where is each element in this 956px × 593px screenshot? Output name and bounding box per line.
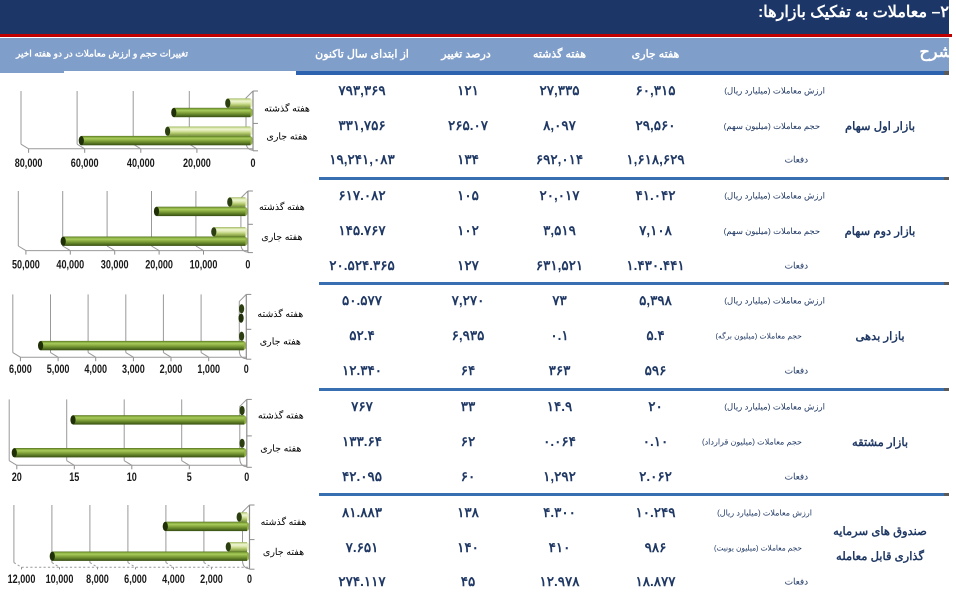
svg-text:2,000: 2,000 xyxy=(200,572,223,586)
svg-text:20,000: 20,000 xyxy=(145,257,173,271)
svg-text:1,000: 1,000 xyxy=(197,362,220,376)
svg-text:10,000: 10,000 xyxy=(190,257,218,271)
svg-text:هفته گذشته: هفته گذشته xyxy=(257,308,303,320)
svg-text:80,000: 80,000 xyxy=(15,156,43,170)
svg-text:6,000: 6,000 xyxy=(124,572,147,586)
svg-text:40,000: 40,000 xyxy=(56,257,84,271)
svg-text:12,000: 12,000 xyxy=(8,572,36,586)
svg-text:0: 0 xyxy=(251,156,256,170)
svg-text:هفته گذشته: هفته گذشته xyxy=(261,516,307,528)
svg-text:2,000: 2,000 xyxy=(160,362,183,376)
svg-text:هفته جاری: هفته جاری xyxy=(266,131,307,142)
svg-text:8,000: 8,000 xyxy=(86,572,109,586)
svg-text:0: 0 xyxy=(245,257,250,271)
svg-text:هفته جاری: هفته جاری xyxy=(260,336,301,347)
svg-text:10,000: 10,000 xyxy=(46,572,74,586)
svg-text:20,000: 20,000 xyxy=(183,156,211,170)
svg-text:10: 10 xyxy=(127,470,137,484)
svg-text:4,000: 4,000 xyxy=(162,572,185,586)
svg-text:هفته جاری: هفته جاری xyxy=(260,444,301,455)
svg-text:15: 15 xyxy=(69,470,79,484)
svg-text:6,000: 6,000 xyxy=(9,362,32,376)
svg-text:0: 0 xyxy=(244,362,249,376)
svg-text:0: 0 xyxy=(244,470,249,484)
svg-text:30,000: 30,000 xyxy=(101,257,129,271)
svg-text:هفته گذشته: هفته گذشته xyxy=(264,102,310,114)
svg-text:20: 20 xyxy=(12,470,22,484)
svg-text:5: 5 xyxy=(187,470,192,484)
svg-text:50,000: 50,000 xyxy=(12,257,40,271)
svg-text:هفته گذشته: هفته گذشته xyxy=(258,410,304,422)
svg-text:4,000: 4,000 xyxy=(84,362,107,376)
svg-text:هفته جاری: هفته جاری xyxy=(261,232,302,243)
svg-text:3,000: 3,000 xyxy=(122,362,145,376)
svg-text:هفته گذشته: هفته گذشته xyxy=(259,201,305,213)
svg-text:هفته جاری: هفته جاری xyxy=(263,547,304,558)
svg-text:5,000: 5,000 xyxy=(47,362,70,376)
svg-text:40,000: 40,000 xyxy=(127,156,155,170)
svg-text:60,000: 60,000 xyxy=(71,156,99,170)
svg-text:0: 0 xyxy=(247,572,252,586)
